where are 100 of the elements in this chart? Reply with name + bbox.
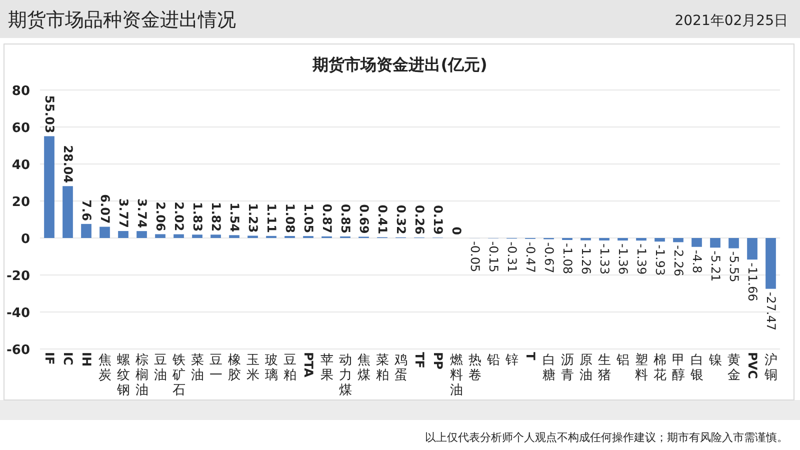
x-tick-label: 棉花	[653, 353, 666, 383]
data-label: -2.26	[671, 245, 686, 276]
x-tick-label: 原油	[579, 353, 592, 383]
y-tick-label: -40	[6, 306, 30, 321]
x-tick-label: 菜油	[190, 353, 204, 383]
y-tick-label: 40	[12, 158, 30, 173]
data-label: 3.77	[116, 198, 130, 228]
bar	[44, 136, 54, 238]
data-label: 55.03	[42, 95, 56, 134]
x-tick-label: 燃料油	[450, 353, 463, 398]
bar	[174, 234, 184, 238]
bar	[155, 234, 166, 238]
data-label: 0	[449, 226, 464, 235]
x-tick-label: 热卷	[468, 353, 482, 383]
data-label: -1.36	[616, 244, 630, 275]
data-label: 0.69	[356, 204, 371, 234]
data-label: 7.6	[79, 200, 94, 221]
x-tick-label: 豆油	[154, 353, 167, 383]
data-label: 0.85	[338, 204, 352, 234]
data-label: 1.05	[301, 203, 316, 234]
x-tick-label: IC	[60, 352, 75, 366]
data-label: -1.33	[597, 243, 612, 275]
x-tick-label: 白银	[689, 353, 704, 383]
data-label: -0.47	[523, 242, 538, 273]
x-tick-label: 甲醇	[672, 353, 685, 383]
text: 以上仅代表分析师个人观点不构成任何操作建议；期市有风险入市需谨慎。	[425, 431, 788, 444]
data-label: 1.11	[264, 203, 278, 233]
bar	[136, 231, 147, 238]
data-label: -27.47	[764, 292, 778, 331]
x-tick-label: 豆粕	[283, 353, 296, 383]
y-tick-label: 20	[12, 195, 30, 210]
data-label: 2.06	[153, 202, 168, 232]
data-label: -5.21	[708, 250, 722, 282]
data-label: -0.67	[542, 242, 556, 274]
bar	[192, 234, 202, 238]
x-tick-label: 铅	[486, 353, 500, 368]
x-tick-label: TF	[412, 352, 426, 368]
data-label: 0.87	[320, 204, 334, 234]
data-label: -0.05	[468, 241, 482, 272]
x-tick-label: 黄金	[727, 353, 740, 383]
x-tick-label: 棕榈油	[135, 353, 148, 398]
data-label: -1.08	[560, 243, 574, 274]
x-tick-label: 焦煤	[357, 353, 370, 383]
data-label: -1.26	[578, 243, 593, 274]
data-label: -0.15	[486, 241, 500, 272]
bar	[654, 238, 665, 242]
data-label: 0.41	[375, 204, 390, 234]
x-tick-label: 橡胶	[228, 353, 241, 383]
x-tick-label: IH	[79, 352, 94, 367]
x-tick-label: 铝	[615, 353, 630, 368]
x-tick-label: 螺纹钢	[116, 353, 130, 398]
x-tick-label: PVC	[745, 352, 760, 380]
y-tick-label: 60	[12, 121, 30, 136]
x-tick-label: 锌	[504, 353, 518, 368]
text: 2021年02月25日	[674, 13, 788, 29]
chart-title: 期货市场资金进出(亿元)	[312, 55, 488, 74]
bar	[673, 238, 684, 242]
y-tick-label: 0	[20, 232, 30, 247]
data-label: 1.83	[190, 202, 204, 232]
data-label: 2.02	[172, 202, 186, 232]
data-label: 3.74	[134, 198, 149, 228]
data-label: -4.8	[690, 250, 704, 274]
y-tick-label: -60	[6, 343, 30, 358]
bar	[118, 231, 128, 238]
x-tick-label: 塑料	[634, 352, 648, 383]
bar	[81, 224, 92, 238]
bar	[62, 186, 73, 238]
x-tick-label: 焦炭	[98, 353, 112, 383]
data-label: 0.26	[412, 204, 426, 235]
chart-subtitle: 期货市场品种资金进出情况	[8, 9, 236, 31]
x-tick-label: 动力煤	[338, 353, 352, 398]
x-tick-label: T	[523, 352, 538, 361]
y-tick-label: -20	[6, 269, 30, 284]
data-label: 6.07	[98, 194, 112, 224]
bar	[692, 238, 702, 247]
x-tick-label: 沥青	[560, 353, 574, 383]
x-tick-label: 苹果	[320, 353, 334, 383]
x-tick-label: 豆一	[209, 353, 222, 383]
x-tick-label: 铁矿石	[171, 353, 186, 398]
bar	[618, 238, 628, 241]
bar	[766, 238, 776, 289]
bar	[229, 235, 240, 238]
bar	[636, 238, 646, 241]
data-label: -1.93	[652, 244, 667, 276]
data-label: 0.32	[394, 204, 408, 234]
data-label: 0.19	[430, 205, 445, 235]
data-label: 1.23	[246, 203, 260, 233]
data-label: -11.66	[745, 262, 760, 302]
x-tick-label: PTA	[301, 352, 316, 378]
data-label: 1.08	[282, 203, 297, 233]
data-label: -1.39	[634, 244, 648, 275]
data-label: -0.31	[504, 242, 519, 273]
data-label: 28.04	[60, 145, 75, 184]
x-tick-label: 玉米	[246, 353, 260, 383]
x-tick-label: PP	[430, 352, 445, 370]
x-tick-label: 菜粕	[376, 353, 389, 383]
data-label: -5.55	[726, 251, 741, 282]
data-label: 1.54	[227, 202, 242, 232]
bar	[747, 238, 758, 260]
bar	[100, 226, 110, 238]
